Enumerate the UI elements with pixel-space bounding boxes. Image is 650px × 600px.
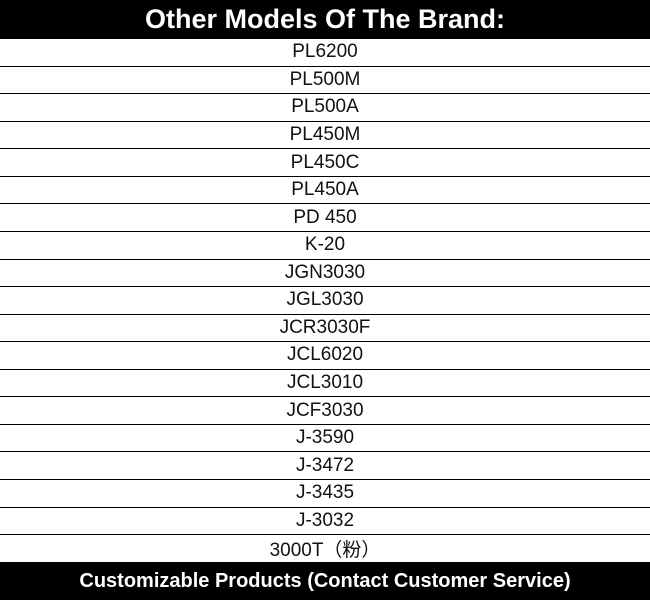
model-row: PL450M [0, 122, 650, 150]
model-row: PL450A [0, 177, 650, 205]
model-row: JGL3030 [0, 287, 650, 315]
model-row: JCF3030 [0, 397, 650, 425]
model-row: PL6200 [0, 39, 650, 67]
model-row: JCL3010 [0, 370, 650, 398]
model-row: PL450C [0, 149, 650, 177]
model-row: J-3590 [0, 425, 650, 453]
model-row: J-3435 [0, 480, 650, 508]
model-row: 3000T（粉） [269, 540, 381, 562]
model-row: PD 450 [0, 204, 650, 232]
footer-text: Customizable Products (Contact Customer … [0, 562, 650, 600]
model-table: PL6200 PL500M PL500A PL450M PL450C PL450A PD 4… [0, 39, 650, 562]
model-row: PL500M [0, 67, 650, 95]
model-row: J-3032 [0, 508, 650, 536]
model-row: JCL6020 [0, 342, 650, 370]
model-row: PL500A [0, 94, 650, 122]
model-row: J-3472 [0, 452, 650, 480]
header-title: Other Models Of The Brand: [0, 0, 650, 39]
model-row: JCR3030F [0, 315, 650, 343]
model-row: JGN3030 [0, 260, 650, 288]
model-row: K-20 [0, 232, 650, 260]
